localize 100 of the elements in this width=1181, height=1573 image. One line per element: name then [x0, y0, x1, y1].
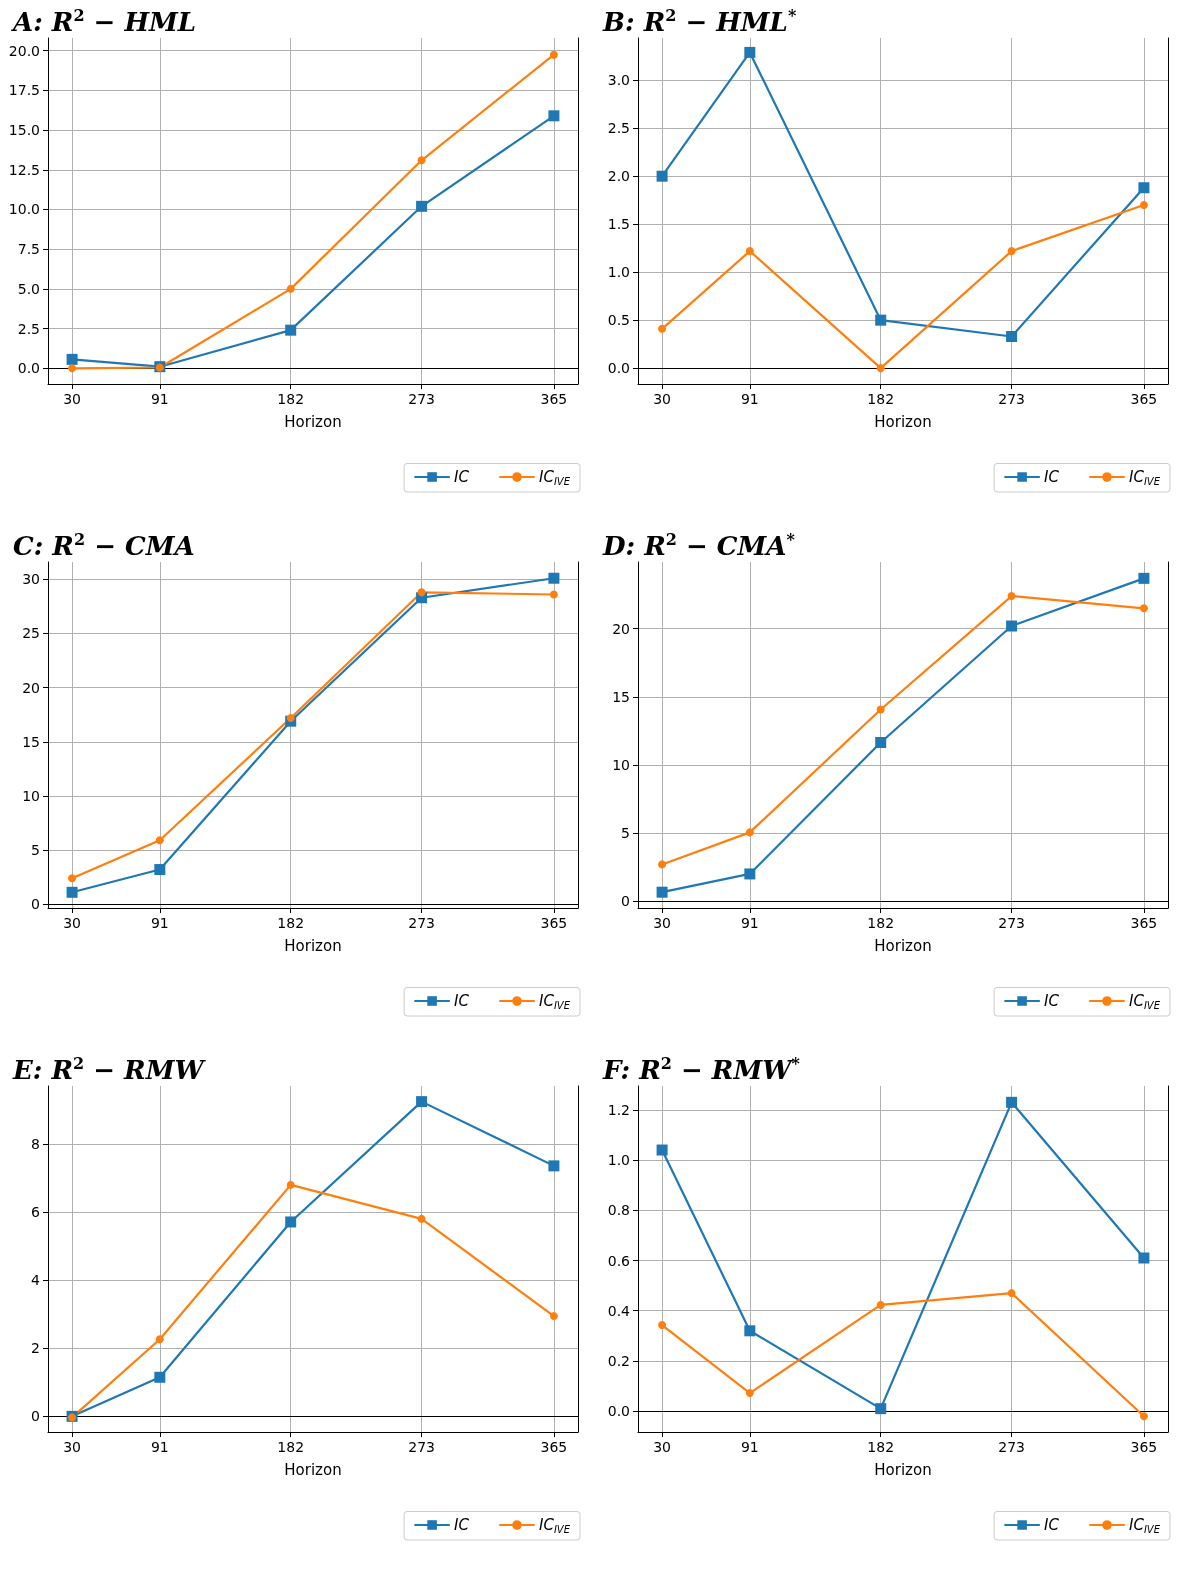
point — [875, 1403, 887, 1415]
point — [1007, 1289, 1016, 1298]
point — [155, 836, 164, 845]
y-tick-label: 0 — [621, 893, 630, 910]
y-tick-label: 30 — [22, 571, 40, 588]
point — [656, 170, 668, 182]
legend-label: IC — [454, 468, 470, 486]
y-tick-label: 5 — [31, 842, 40, 859]
x-tick-label: 365 — [1130, 391, 1158, 407]
x-tick-label: 365 — [540, 391, 568, 407]
y-tick-label: 0 — [31, 896, 40, 913]
point — [1139, 1412, 1148, 1421]
x-tick-label: 30 — [63, 391, 81, 407]
point — [1138, 1252, 1150, 1264]
y-tick-label: 0.0 — [17, 360, 40, 377]
point — [875, 314, 887, 326]
legend-label: IC — [1044, 1516, 1060, 1534]
x-tick-label: 30 — [653, 391, 671, 407]
point — [1006, 1096, 1018, 1108]
point — [286, 284, 295, 293]
y-tick-label: 10 — [612, 756, 630, 773]
point — [876, 364, 885, 373]
y-tick-label: 0.8 — [607, 1202, 630, 1219]
legend-label: IC — [1044, 992, 1060, 1010]
y-tick-label: 20 — [22, 679, 40, 696]
y-tick-label: 15 — [22, 733, 40, 750]
point — [875, 736, 887, 748]
y-tick-label: 3.0 — [607, 72, 630, 89]
y-tick-label: 15 — [612, 688, 630, 705]
point — [417, 1214, 426, 1223]
point — [1007, 592, 1016, 601]
x-tick-label: 91 — [740, 915, 759, 931]
y-tick-label: 2.5 — [607, 120, 630, 137]
x-tick-label: 182 — [277, 915, 305, 931]
point — [154, 864, 166, 876]
x-tick-label: 30 — [653, 1439, 671, 1455]
y-tick-label: 0.6 — [607, 1252, 631, 1269]
y-tick-label: 10 — [22, 787, 40, 804]
point — [876, 1300, 885, 1309]
point — [549, 1312, 558, 1321]
point — [417, 588, 426, 597]
y-tick-label: 20.0 — [8, 42, 40, 59]
y-tick-label: 0.4 — [607, 1302, 631, 1319]
x-axis-title: Horizon — [874, 1460, 932, 1479]
y-tick-label: 2.0 — [607, 168, 630, 185]
point — [876, 705, 885, 714]
x-axis-title: Horizon — [284, 936, 342, 955]
x-tick-label: 182 — [867, 391, 895, 407]
point — [155, 1335, 164, 1344]
legend-label: IC — [454, 1516, 470, 1534]
point — [1139, 201, 1148, 209]
point — [658, 1321, 667, 1330]
point — [66, 353, 78, 365]
point — [658, 860, 667, 869]
x-tick-label: 365 — [1130, 915, 1158, 931]
y-tick-label: 0.0 — [607, 360, 630, 377]
y-tick-label: 25 — [22, 625, 40, 642]
x-tick-label: 91 — [740, 1439, 759, 1455]
y-tick-label: 15.0 — [8, 122, 40, 139]
point — [1006, 330, 1018, 342]
y-tick-label: 20 — [612, 620, 630, 637]
point — [548, 110, 560, 122]
y-tick-label: 2.5 — [17, 320, 40, 337]
y-tick-label: 1.2 — [607, 1101, 630, 1118]
x-tick-label: 91 — [150, 915, 169, 931]
y-tick-label: 0.2 — [607, 1352, 630, 1369]
x-tick-label: 182 — [867, 1439, 895, 1455]
point — [285, 1216, 297, 1228]
y-tick-label: 17.5 — [8, 82, 40, 99]
y-tick-label: 6 — [31, 1204, 41, 1221]
point — [744, 46, 756, 58]
x-axis-title: Horizon — [284, 412, 342, 431]
x-tick-label: 273 — [998, 1439, 1025, 1455]
legend-label: IC — [454, 992, 470, 1010]
point — [744, 868, 756, 880]
x-tick-label: 30 — [63, 915, 81, 931]
y-tick-label: 10.0 — [8, 201, 40, 218]
point — [658, 324, 667, 333]
legend-label: IC — [1044, 468, 1060, 486]
y-tick-label: 5 — [621, 825, 630, 842]
x-tick-label: 182 — [867, 915, 895, 931]
x-axis-title: Horizon — [874, 936, 932, 955]
x-tick-label: 273 — [998, 391, 1025, 407]
point — [66, 886, 78, 898]
point — [1006, 620, 1018, 632]
x-tick-label: 91 — [740, 391, 759, 407]
point — [548, 572, 560, 584]
y-tick-label: 0.5 — [607, 312, 630, 329]
point — [416, 1096, 428, 1108]
point — [417, 156, 426, 165]
x-tick-label: 273 — [408, 391, 435, 407]
y-tick-label: 0.0 — [607, 1403, 630, 1420]
x-tick-label: 273 — [408, 1439, 435, 1455]
point — [286, 1180, 295, 1189]
y-tick-label: 8 — [31, 1136, 40, 1153]
y-tick-label: 0 — [31, 1408, 40, 1425]
point — [656, 1144, 668, 1156]
point — [416, 200, 428, 212]
x-tick-label: 182 — [277, 1439, 305, 1455]
x-axis-title: Horizon — [284, 1460, 342, 1479]
